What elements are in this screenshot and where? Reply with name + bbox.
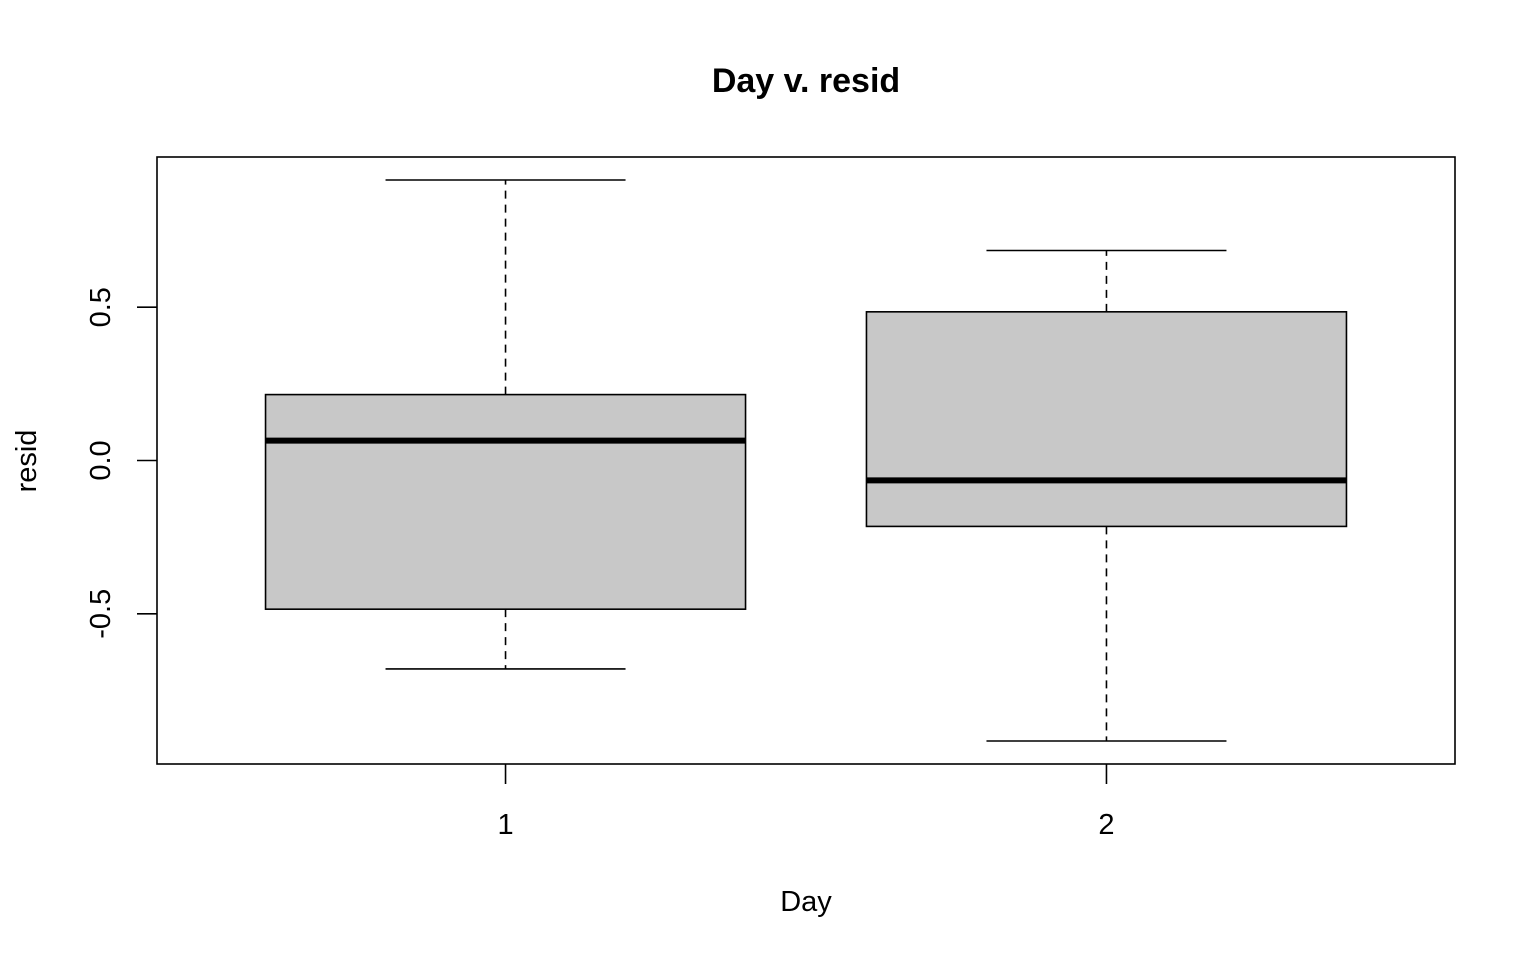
box-group-2 (865, 249, 1348, 742)
chart-axes: 1 2 -0.5 0.0 0.5 (85, 287, 1115, 841)
y-tick-label: -0.5 (85, 589, 117, 639)
chart-title: Day v. resid (712, 62, 900, 100)
x-axis-label: Day (780, 886, 832, 918)
x-tick-label: 2 (1098, 809, 1114, 841)
box-body (865, 311, 1348, 528)
y-tick-label: 0.0 (85, 440, 117, 480)
chart-marks (264, 179, 1348, 742)
box-body (264, 393, 747, 610)
y-tick-label: 0.5 (85, 287, 117, 327)
y-axis-label: resid (11, 430, 43, 493)
box-group-1 (264, 179, 747, 670)
x-tick-label: 1 (497, 809, 513, 841)
